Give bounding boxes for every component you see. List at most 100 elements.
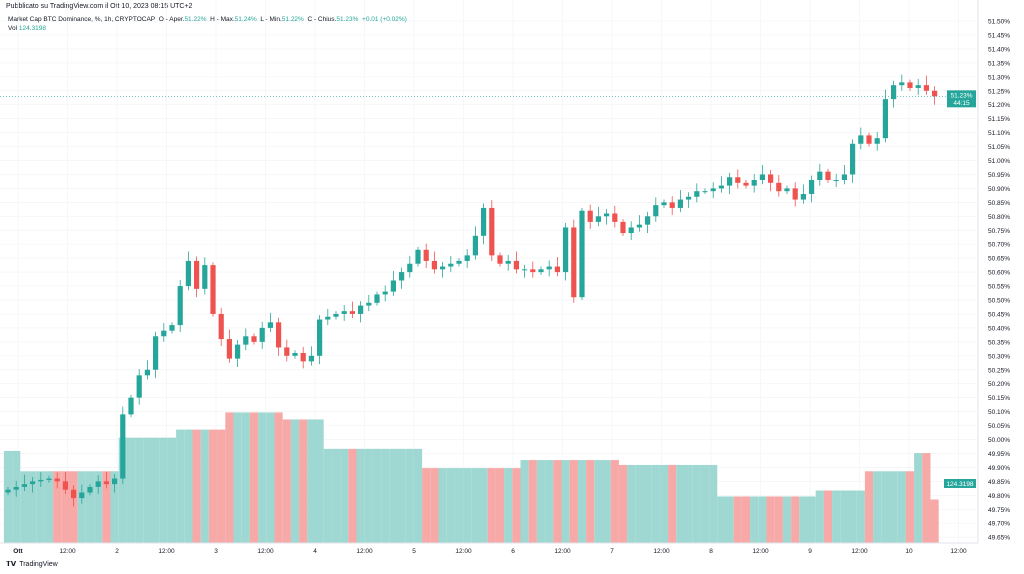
volume-bar xyxy=(848,490,857,543)
volume-bar xyxy=(495,468,505,543)
candle xyxy=(153,331,159,379)
candle-body xyxy=(103,481,109,485)
symbol-title[interactable]: Market Cap BTC Dominance, %, 1h, CRYPTOC… xyxy=(8,16,156,23)
candle xyxy=(13,480,19,497)
candle-body xyxy=(800,193,806,200)
candle-body xyxy=(341,311,347,314)
candle xyxy=(276,317,282,356)
price-tick-label: 50.15% xyxy=(988,395,1010,402)
candle xyxy=(513,251,519,274)
volume-bar xyxy=(438,468,447,543)
volume-bar xyxy=(217,429,226,543)
candle xyxy=(579,207,585,300)
candle-body xyxy=(366,302,372,306)
price-tick-label: 49.70% xyxy=(988,521,1010,528)
candle-body xyxy=(850,143,856,175)
candle-body xyxy=(841,174,847,181)
candle xyxy=(218,307,224,347)
price-tick-label: 51.10% xyxy=(988,130,1010,137)
volume-bar xyxy=(725,496,734,543)
volume-bar xyxy=(266,412,275,543)
close-label: C - Chius. xyxy=(307,16,337,23)
candle xyxy=(423,243,429,268)
price-tick-label: 49.65% xyxy=(988,535,1010,542)
candle xyxy=(390,270,396,296)
candle-body xyxy=(194,260,200,289)
price-tick-label: 51.20% xyxy=(988,102,1010,109)
candle-body xyxy=(358,305,364,314)
candle-body xyxy=(13,486,19,490)
time-axis[interactable]: Ott 12:00 2 12:00 3 12:00 4 12:00 5 12:00 6 12:00 7 1… xyxy=(13,548,967,555)
brand-name[interactable]: TradingView xyxy=(19,560,58,568)
volume-bar xyxy=(340,448,349,543)
price-tick-label: 49.85% xyxy=(988,479,1010,486)
volume-bar xyxy=(85,471,95,543)
time-tick-label: Ott xyxy=(13,548,23,555)
candle xyxy=(702,188,708,194)
candle-body xyxy=(5,489,11,493)
candle-body xyxy=(382,291,388,295)
candle-body xyxy=(300,353,306,362)
candle xyxy=(226,329,232,363)
candle-body xyxy=(497,255,503,264)
candle xyxy=(800,184,806,204)
candle-body xyxy=(210,265,216,314)
candle-body xyxy=(415,249,421,264)
volume-bar xyxy=(77,471,86,543)
price-tick-label: 49.75% xyxy=(988,507,1010,514)
time-tick-label: 12:00 xyxy=(59,548,76,555)
candle-body xyxy=(456,260,462,264)
candle xyxy=(628,221,634,241)
volume-bar xyxy=(791,496,800,543)
candle xyxy=(210,262,216,317)
time-tick-label: 6 xyxy=(511,548,515,555)
candle xyxy=(792,182,798,207)
candle xyxy=(374,291,380,306)
candle-body xyxy=(866,135,872,144)
volume-tag-value: 124.3198 xyxy=(946,481,973,488)
time-tick-label: 12:00 xyxy=(752,548,769,555)
candle-body xyxy=(669,202,675,208)
candle xyxy=(735,169,741,189)
candle xyxy=(284,339,290,362)
volume-bar xyxy=(536,460,546,543)
candle-body xyxy=(448,263,454,267)
candle-body xyxy=(932,90,938,97)
volume-bar xyxy=(323,448,332,543)
candle-body xyxy=(489,207,495,256)
price-tick-label: 50.05% xyxy=(988,423,1010,430)
candle-body xyxy=(112,478,118,485)
candle-body xyxy=(923,85,929,91)
volume-bar xyxy=(512,468,521,543)
candle xyxy=(38,472,44,487)
candle xyxy=(407,255,413,278)
candle xyxy=(891,80,897,108)
candle-body xyxy=(325,316,331,320)
candle xyxy=(743,180,749,189)
published-info: Pubblicato su TradingView.com il Ott 10,… xyxy=(6,3,193,10)
time-tick-label: 12:00 xyxy=(950,548,967,555)
candle xyxy=(415,246,421,267)
candle xyxy=(136,369,142,405)
price-tick-label: 50.55% xyxy=(988,284,1010,291)
candle xyxy=(677,190,683,213)
candle xyxy=(866,132,872,147)
volume-bar xyxy=(618,464,628,543)
candle-body xyxy=(817,171,823,181)
volume-bar xyxy=(741,496,751,543)
price-axis[interactable]: 51.50% 51.45% 51.40% 51.35% 51.30% 51.25% 51.2… xyxy=(988,19,1010,542)
last-price-tag: 51.23% 44:15 xyxy=(947,90,976,108)
volume-bar xyxy=(44,471,54,543)
candle-body xyxy=(915,85,921,88)
candle-body xyxy=(120,414,126,479)
volume-bars xyxy=(3,412,939,543)
candle xyxy=(317,315,323,365)
price-tick-label: 50.95% xyxy=(988,172,1010,179)
candle xyxy=(366,294,372,312)
candle xyxy=(128,394,134,418)
candle-body xyxy=(464,255,470,261)
volume-row: Vol 124.3198 xyxy=(8,24,407,33)
candle xyxy=(907,79,913,91)
volume-bar xyxy=(528,460,537,543)
